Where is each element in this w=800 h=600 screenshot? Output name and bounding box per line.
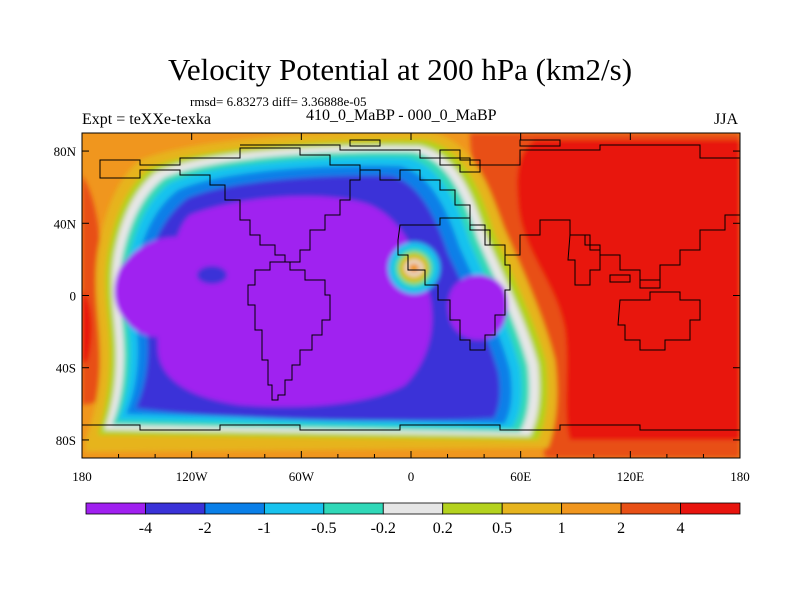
colorbar: -4 -2 -1 -0.5 -0.2 0.2 0.5 1 2 4 bbox=[85, 502, 741, 537]
colorbar-label: -4 bbox=[139, 520, 152, 537]
coast-north-america bbox=[99, 147, 361, 263]
experiment-label: Expt = teXXe-texka bbox=[82, 111, 211, 128]
x-tick-label: 180 bbox=[730, 469, 750, 484]
colorbar-swatch bbox=[263, 502, 325, 515]
colorbar-swatch bbox=[145, 502, 206, 515]
y-tick-label: 0 bbox=[70, 289, 77, 304]
colorbar-swatch bbox=[204, 502, 265, 515]
colorbar-label: 0.5 bbox=[492, 520, 512, 537]
colorbar-label: 1 bbox=[558, 520, 566, 537]
period-difference-label: 410_0_MaBP - 000_0_MaBP bbox=[306, 107, 497, 124]
colorbar-swatch bbox=[442, 502, 503, 515]
contour-purple-west bbox=[114, 237, 205, 337]
colorbar-label: -1 bbox=[258, 520, 271, 537]
colorbar-label: 0.2 bbox=[433, 520, 453, 537]
contour-red-east bbox=[517, 140, 740, 440]
contour-purple-main bbox=[157, 196, 433, 407]
coast-eurasia bbox=[240, 144, 740, 281]
x-tick-label: 0 bbox=[408, 469, 415, 484]
coast-se-asia-islands bbox=[609, 274, 661, 289]
dipole-core bbox=[408, 263, 420, 273]
x-tick-label: 120E bbox=[617, 469, 645, 484]
coast-africa bbox=[397, 217, 511, 351]
filled-contours bbox=[82, 133, 740, 458]
y-tick-label: 40S bbox=[56, 361, 76, 376]
coast-india bbox=[567, 234, 601, 286]
season-label: JJA bbox=[714, 111, 739, 128]
coast-arctic-islands bbox=[349, 139, 561, 147]
x-tick-label: 60W bbox=[289, 469, 315, 484]
coastlines bbox=[82, 139, 740, 431]
colorbar-label: 4 bbox=[677, 520, 685, 537]
colorbar-label: -0.5 bbox=[311, 520, 336, 537]
colorbar-swatch bbox=[620, 502, 681, 515]
x-tick-label: 180 bbox=[72, 469, 92, 484]
rmsd-diff-stats: rmsd= 6.83273 diff= 3.36888e-05 bbox=[190, 94, 367, 109]
colorbar-swatch bbox=[561, 502, 622, 515]
x-axis: 180 120W 60W 0 60E 120E 180 bbox=[72, 133, 750, 484]
coast-antarctica bbox=[82, 424, 740, 431]
colorbar-swatch bbox=[85, 502, 146, 515]
colorbar-swatch bbox=[323, 502, 384, 515]
coast-greenland bbox=[439, 149, 481, 173]
coast-south-america bbox=[247, 261, 331, 401]
plot-title: Velocity Potential at 200 hPa (km2/s) bbox=[167, 52, 633, 87]
colorbar-swatch bbox=[680, 502, 741, 515]
y-tick-label: 80N bbox=[54, 144, 77, 159]
west-edge-blue-hole bbox=[197, 266, 227, 284]
contour-purple-africa bbox=[447, 274, 508, 340]
y-tick-label: 40N bbox=[54, 216, 77, 231]
colorbar-label: -2 bbox=[198, 520, 211, 537]
colorbar-swatch bbox=[501, 502, 563, 515]
x-tick-label: 60E bbox=[510, 469, 531, 484]
y-tick-label: 80S bbox=[56, 433, 76, 448]
x-tick-label: 120W bbox=[176, 469, 209, 484]
contour-red-west bbox=[82, 290, 92, 365]
colorbar-label: 2 bbox=[617, 520, 625, 537]
coast-australia bbox=[617, 291, 701, 351]
colorbar-label: -0.2 bbox=[371, 520, 396, 537]
y-axis: 80N 40N 0 40S 80S bbox=[54, 144, 740, 448]
contour-field bbox=[82, 133, 740, 458]
colorbar-swatch bbox=[382, 502, 444, 515]
